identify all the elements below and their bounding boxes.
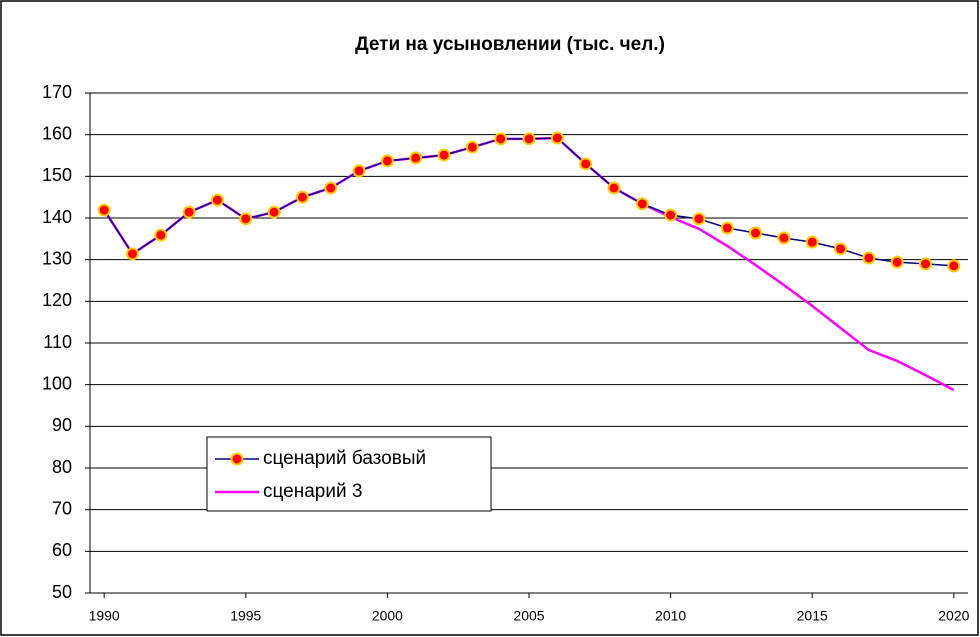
marker: [239, 212, 253, 226]
marker: [267, 205, 281, 219]
marker: [465, 140, 479, 154]
marker: [522, 132, 536, 146]
y-tick-label: 50: [52, 582, 72, 602]
marker: [210, 193, 224, 207]
y-tick-label: 70: [52, 498, 72, 518]
x-tick-label: 2015: [797, 608, 828, 624]
marker: [664, 208, 678, 222]
y-tick-label: 80: [52, 457, 72, 477]
y-tick-label: 90: [52, 415, 72, 435]
x-tick-label: 2005: [513, 608, 544, 624]
legend-marker: [230, 452, 244, 466]
marker: [777, 231, 791, 245]
marker: [550, 131, 564, 145]
y-tick-label: 100: [42, 373, 72, 393]
y-tick-label: 60: [52, 540, 72, 560]
y-tick-label: 160: [42, 123, 72, 143]
marker: [97, 203, 111, 217]
marker: [862, 251, 876, 265]
marker: [834, 242, 848, 256]
x-tick-label: 1990: [89, 608, 120, 624]
x-tick-label: 2010: [655, 608, 686, 624]
marker: [494, 132, 508, 146]
marker: [125, 247, 139, 261]
marker: [295, 190, 309, 204]
marker: [579, 157, 593, 171]
y-tick-label: 130: [42, 248, 72, 268]
chart-title: Дети на усыновлении (тыс. чел.): [355, 34, 665, 55]
marker: [749, 226, 763, 240]
marker: [692, 212, 706, 226]
legend-label: сценарий 3: [263, 481, 362, 502]
y-tick-label: 110: [43, 332, 72, 352]
marker: [805, 235, 819, 249]
marker: [635, 197, 649, 211]
marker: [154, 228, 168, 242]
x-tick-label: 2000: [372, 608, 403, 624]
marker: [324, 181, 338, 195]
y-tick-label: 140: [42, 207, 72, 227]
legend-box: [206, 436, 492, 512]
marker: [947, 259, 961, 273]
marker: [607, 181, 621, 195]
marker: [182, 205, 196, 219]
marker: [409, 151, 423, 165]
marker: [380, 154, 394, 168]
marker: [890, 255, 904, 269]
marker: [437, 148, 451, 162]
x-tick-label: 1995: [230, 608, 261, 624]
marker: [352, 164, 366, 178]
marker: [720, 221, 734, 235]
y-tick-label: 170: [42, 82, 72, 102]
y-tick-label: 150: [42, 165, 72, 185]
legend-label: сценарий базовый: [263, 448, 426, 469]
x-tick-label: 2020: [938, 608, 969, 624]
y-tick-label: 120: [42, 290, 72, 310]
marker: [919, 257, 933, 271]
